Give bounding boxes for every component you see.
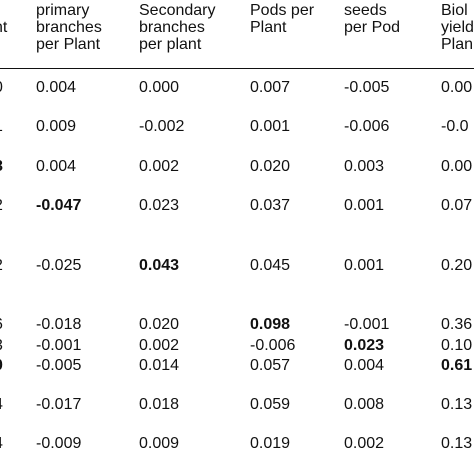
table-cell: 0.004: [36, 79, 77, 96]
table-cell: 0.001: [344, 257, 385, 274]
table-cell: -0.002: [139, 118, 185, 135]
table-cell: 0.003: [344, 158, 385, 175]
table-cell: 0.61: [441, 357, 473, 374]
table-cell: 0.002: [139, 158, 180, 175]
table-cell: 8: [0, 158, 3, 176]
table-cell: 1: [0, 118, 3, 136]
table-cell: -0.006: [250, 337, 296, 354]
table-cell: 2: [0, 257, 3, 275]
table-cell: 0.045: [250, 257, 291, 274]
table-cell: 0.001: [344, 197, 385, 214]
table-cell: 0.057: [250, 357, 291, 374]
table-cell: 0: [0, 79, 3, 97]
table-cell: -0.001: [344, 316, 390, 333]
column-header: t nt: [0, 19, 8, 36]
column-header: primary branches per Plant: [36, 2, 102, 53]
table-cell: 0.007: [250, 79, 291, 96]
table-cell: 3: [0, 337, 3, 355]
table-cell: 0.009: [139, 435, 180, 452]
table-cell: 0.019: [250, 435, 291, 452]
table-cell: 0.001: [250, 118, 291, 135]
table-cell: 0: [0, 357, 3, 375]
column-header: seeds per Pod: [344, 2, 401, 36]
column-header: Secondary branches per plant: [139, 2, 216, 53]
table-cell: 0.10: [441, 337, 473, 354]
table-cell: 0.098: [250, 316, 291, 333]
table-cell: 2: [0, 197, 3, 215]
table-cell: 0.36: [441, 316, 473, 333]
table-cell: -0.018: [36, 316, 82, 333]
table-cell: -0.005: [36, 357, 82, 374]
table-cell: 0.009: [36, 118, 77, 135]
table-cell: 0.018: [139, 396, 180, 413]
table-cell: 4: [0, 435, 3, 453]
table-cell: 0.00: [441, 79, 473, 96]
table-cell: 0.014: [139, 357, 180, 374]
table-cell: 0.13: [441, 435, 473, 452]
table-cell: 0.020: [250, 158, 291, 175]
table-cell: 0.13: [441, 396, 473, 413]
table-cell: 0.059: [250, 396, 291, 413]
column-header: Biol yield Plan: [441, 2, 474, 53]
table-cell: 0.008: [344, 396, 385, 413]
table-cell: -0.006: [344, 118, 390, 135]
table-cell: -0.0: [441, 118, 469, 135]
column-header: Pods per Plant: [250, 2, 315, 36]
table-cell: 0.07: [441, 197, 473, 214]
table-cell: 0.002: [344, 435, 385, 452]
table-cell: 0.20: [441, 257, 473, 274]
table-cell: 0.004: [344, 357, 385, 374]
table-cell: -0.001: [36, 337, 82, 354]
table-cell: 0.023: [344, 337, 385, 354]
table-cell: -0.025: [36, 257, 82, 274]
table-cell: 4: [0, 396, 3, 414]
table-cell: 0.00: [441, 158, 473, 175]
table-cell: 0.004: [36, 158, 77, 175]
table-cell: 0.037: [250, 197, 291, 214]
table-cell: 0.023: [139, 197, 180, 214]
table-cell: -0.005: [344, 79, 390, 96]
table-cell: -0.017: [36, 396, 82, 413]
table-cell: 0.020: [139, 316, 180, 333]
table-cell: -0.047: [36, 197, 82, 214]
table-cell: 0.043: [139, 257, 180, 274]
table-cell: 6: [0, 316, 3, 334]
table-cell: 0.002: [139, 337, 180, 354]
table-cell: -0.009: [36, 435, 82, 452]
header-rule: [0, 68, 474, 69]
table-cell: 0.000: [139, 79, 180, 96]
